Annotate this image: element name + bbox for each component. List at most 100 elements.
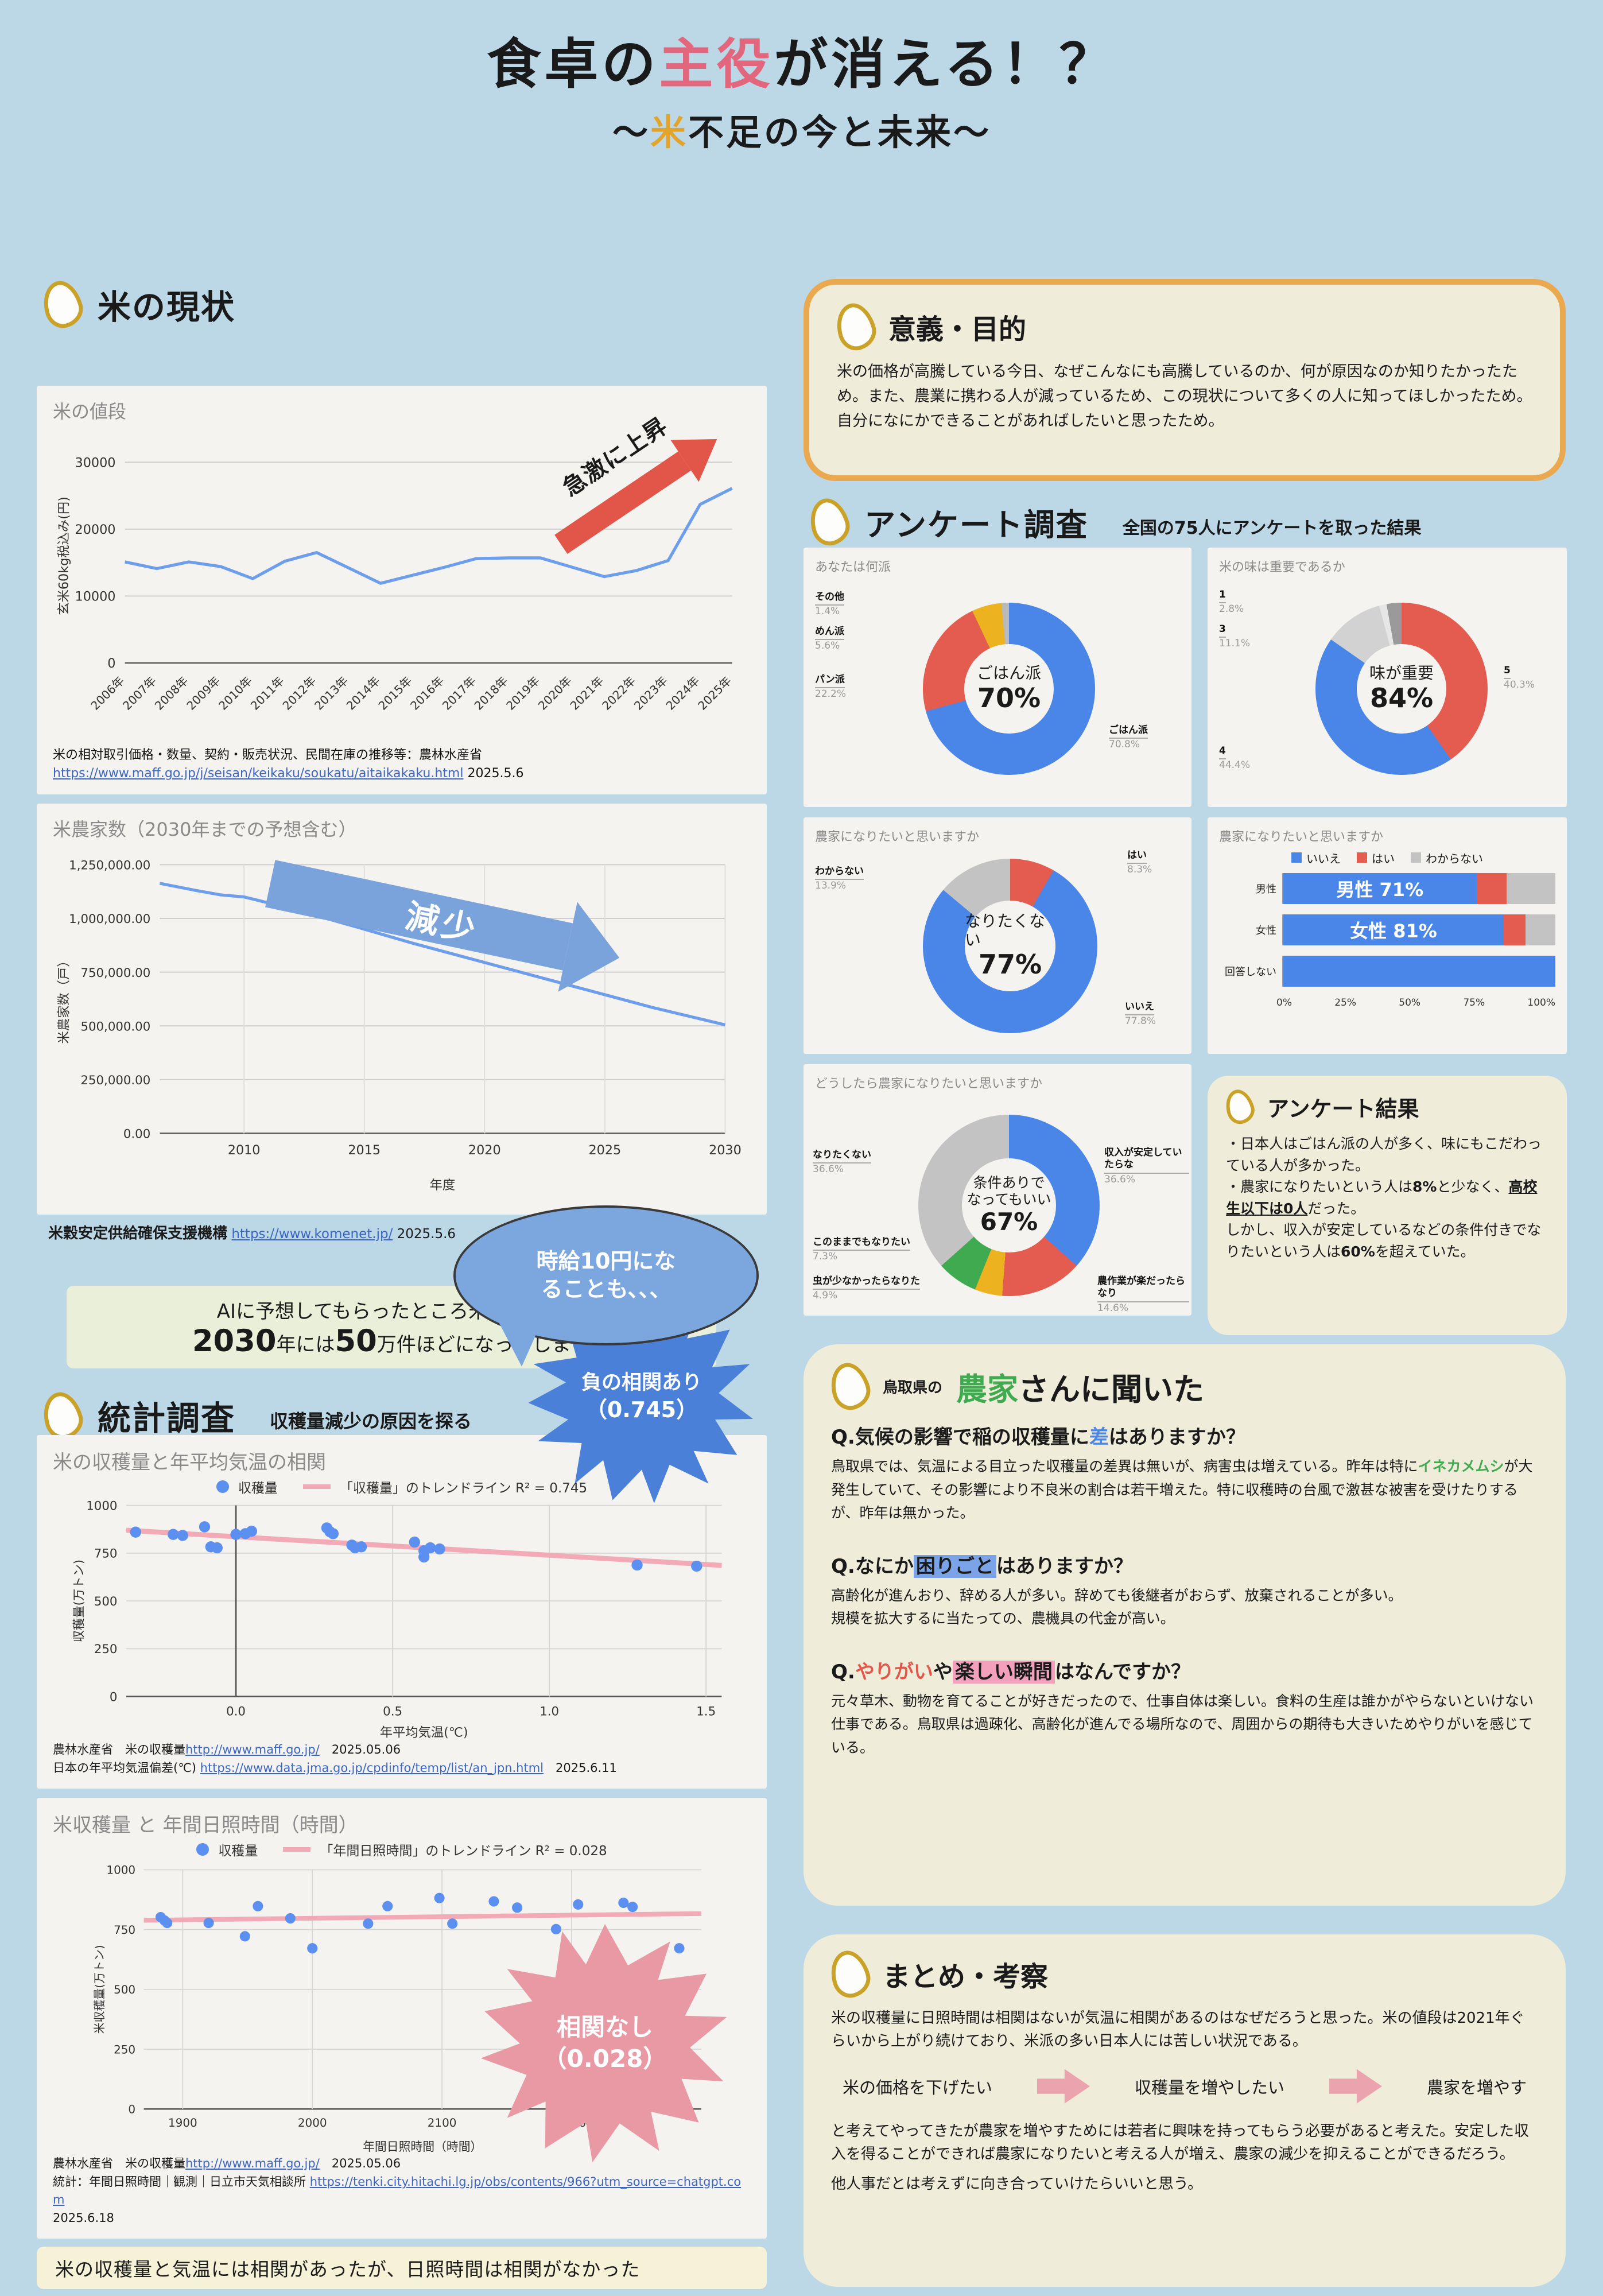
section-header-current-state: 米の現状 [37,276,235,332]
rice-grain-icon [1221,1086,1258,1127]
source-link[interactable]: https://www.maff.go.jp/j/seisan/keikaku/… [53,766,464,781]
pie-slice-label: なりたくない 36.6% [813,1149,871,1176]
survey-result-line: しかし、収入が安定しているなどの条件付きでなりたいという人は60%を超えていた。 [1226,1221,1542,1260]
svg-text:2025: 2025 [588,1143,621,1158]
svg-text:2021年: 2021年 [568,674,607,713]
pie-slice-label: 4 44.4% [1219,745,1251,771]
svg-text:2023年: 2023年 [631,674,670,713]
bar-row: 男性 男性 71% [1219,873,1555,904]
svg-text:2100: 2100 [428,2116,457,2130]
interview-answer: 高齢化が進んおり、辞める人が多い。辞めても後継者がおらず、放棄されることが多い。… [831,1587,1403,1627]
section-header-statistics: 統計調査 収穫量減少の原因を探る [37,1387,472,1444]
rice-grain-icon [825,1358,875,1414]
flow-arrow-icon [1329,2069,1382,2104]
source-date: 2025.5.6 [397,1227,456,1242]
svg-text:2018年: 2018年 [472,674,511,713]
legend-dot-icon [216,1480,229,1493]
svg-text:250: 250 [94,1642,118,1657]
pie-slice-label: 虫が少なかったらなりた 4.9% [813,1275,920,1302]
source-link[interactable]: https://tenki.city.hitachi.lg.jp/obs/con… [53,2174,742,2207]
svg-text:2011年: 2011年 [248,674,287,713]
pie-slice-label: めん派 5.6% [815,626,844,652]
svg-text:年平均気温(℃): 年平均気温(℃) [380,1725,468,1740]
rice-grain-icon [825,1946,875,2002]
interview-answer: 元々草木、動物を育てることが好きだったので、仕事自体は楽しい。食料の生産は誰かが… [831,1692,1534,1756]
bar-row: 女性 女性 81% [1219,914,1555,945]
svg-text:2000: 2000 [298,2116,327,2130]
stacked-bar-plot: 男性 男性 71% 女性 女性 81% 回答しない [1219,873,1555,987]
svg-text:0.0: 0.0 [226,1704,246,1719]
svg-text:2016年: 2016年 [407,674,447,713]
purpose-box: 意義・目的 米の価格が高騰している今日、なぜこんなにも高騰しているのか、何が原因… [804,279,1566,481]
interview-qa-3: Q.やりがいや 楽しい瞬間 はなんですか？ 元々草木、動物を育てることが好きだったの… [831,1656,1538,1760]
svg-text:250: 250 [114,2043,135,2056]
bar-x-axis-ticks: 0% 25% 50% 75% 100% [1276,997,1555,1009]
source-link[interactable]: https://www.data.jma.go.jp/cpdinfo/temp/… [200,1760,544,1775]
legend-item: わからない [1411,850,1483,866]
svg-text:500: 500 [94,1595,118,1609]
svg-text:1,250,000.00: 1,250,000.00 [69,858,150,872]
svg-text:2015: 2015 [348,1143,381,1158]
chart-title-become-farmer: 農家になりたいと思いますか [815,830,980,844]
ai-note-line2: 2030 年には 50 万件ほどになってしまう [192,1324,591,1359]
svg-text:1.0: 1.0 [539,1704,559,1719]
section-subtitle-statistics: 収穫量減少の原因を探る [270,1410,472,1432]
pie-slice-label: パン派 22.2% [815,674,847,700]
legend-dot-icon [196,1843,209,1856]
pie-slice-label: 1 2.8% [1219,589,1244,615]
svg-text:2006年: 2006年 [88,674,127,713]
chart-legend: 収穫量 「年間日照時間」のトレンドライン R² = 0.028 [53,1840,751,1859]
panel-rice-price-chart: 米の値段 0 10000 20000 30000 2006年 2007年 2008年 2009… [37,386,767,794]
section-title-statistics: 統計調査 [98,1399,236,1438]
svg-text:1900: 1900 [168,2116,197,2130]
donut-chart-become-farmer: なりたくない 77% [923,859,1097,1033]
farmer-count-line-chart: 0.00 250,000.00 500,000.00 750,000.00 1,000,… [56,858,741,1192]
chart-legend: 収穫量 「収穫量」のトレンドライン R² = 0.745 [53,1477,751,1496]
panel-donut-become-farmer: 農家になりたいと思いますか なりたくない 77% わからない 13.9% はい 8.3… [804,817,1191,1054]
pie-slice-label: 収入が安定していたらな 36.6% [1104,1147,1189,1186]
panel-donut-taste-importance: 米の味は重要であるか 味が重要 84% 1 2.8% 3 11.1% 4 44.4% 5… [1208,548,1567,807]
source-org: 米穀安定供給確保支援機構 [48,1225,228,1242]
arrow-annotation-label: 減少 [402,896,483,950]
source-date: 2025.5.6 [467,766,524,781]
svg-text:750: 750 [94,1547,118,1561]
svg-text:2025年: 2025年 [695,674,734,713]
svg-text:500: 500 [114,1983,135,1996]
svg-text:年間日照時間（時間）: 年間日照時間（時間） [363,2140,482,2154]
svg-text:2009年: 2009年 [184,674,223,713]
source-citation-temp: 農林水産省 米の収穫量http://www.maff.go.jp/ 2025.0… [53,1743,617,1775]
source-link[interactable]: https://www.komenet.jp/ [231,1227,393,1242]
legend-color-icon [1357,852,1367,863]
panel-scatter-temperature: 米の収穫量と年平均気温の相関 収穫量 「収穫量」のトレンドライン R² = 0.… [37,1435,767,1789]
subtitle-highlight-kome: 米 [650,111,688,153]
section-title-purpose: 意義・目的 [888,313,1027,346]
summary-paragraph-1: 米の収穫量に日照時間は相関はないが気温に相関があるのはなぜだろうと思った。米の値… [831,2010,1525,2050]
interview-answer: 鳥取県では、気温による目立った収穫量の差異は無いが、病害虫は増えている。昨年は特… [831,1458,1533,1521]
donut-chart-taste: 味が重要 84% [1315,603,1488,775]
source-citation-sun: 農林水産省 米の収穫量http://www.maff.go.jp/ 2025.0… [53,2157,742,2225]
interview-qa-2: Q.なにか 困りごと はありますか？ 高齢化が進んおり、辞める人が多い。辞めても後継… [831,1550,1538,1631]
svg-text:0.00: 0.00 [123,1127,150,1142]
pie-slice-label: ごはん派 70.8% [1109,724,1148,751]
svg-text:750: 750 [114,1923,135,1937]
rice-price-line-chart: 0 10000 20000 30000 2006年2007年2008年2009年2010… [56,455,734,713]
legend-item: はい [1357,850,1395,866]
statistics-conclusion-note: 米の収穫量と気温には相関があったが、日照時間は相関がなかった [37,2247,767,2289]
chart-title-taste: 米の味は重要であるか [1219,560,1345,575]
pie-slice-label: 5 40.3% [1504,665,1535,691]
svg-text:500,000.00: 500,000.00 [80,1019,150,1034]
legend-item: いいえ [1291,850,1341,866]
chart-title-temp-scatter: 米の収穫量と年平均気温の相関 [53,1451,326,1474]
pie-slice-label: 3 11.1% [1219,623,1251,650]
pie-slice-label: はい 8.3% [1127,850,1152,876]
speech-bubble-hourly-wage: 時給10円にな ることも、、、 [453,1205,759,1368]
panel-bar-become-farmer-by-gender: 農家になりたいと思いますか いいえ はい わからない 男性 男性 71% 女性 女性 81… [1208,817,1567,1054]
source-link[interactable]: http://www.maff.go.jp/ [185,2157,320,2170]
donut-chart-food-preference: ごはん派 70% [923,603,1095,775]
source-link[interactable]: http://www.maff.go.jp/ [185,1743,320,1756]
donut-chart-conditions: 条件ありで なってもいい 67% [918,1115,1100,1296]
interview-qa-1: Q.気候の影響で稲の収穫量に差はありますか？ 鳥取県では、気温による目立った収穫… [831,1421,1538,1525]
legend-trendline-icon [302,1484,331,1489]
rice-grain-icon [37,276,88,332]
panel-donut-conditions: どうしたら農家になりたいと思いますか 条件ありで なってもいい 67% なりたくない… [804,1064,1191,1316]
